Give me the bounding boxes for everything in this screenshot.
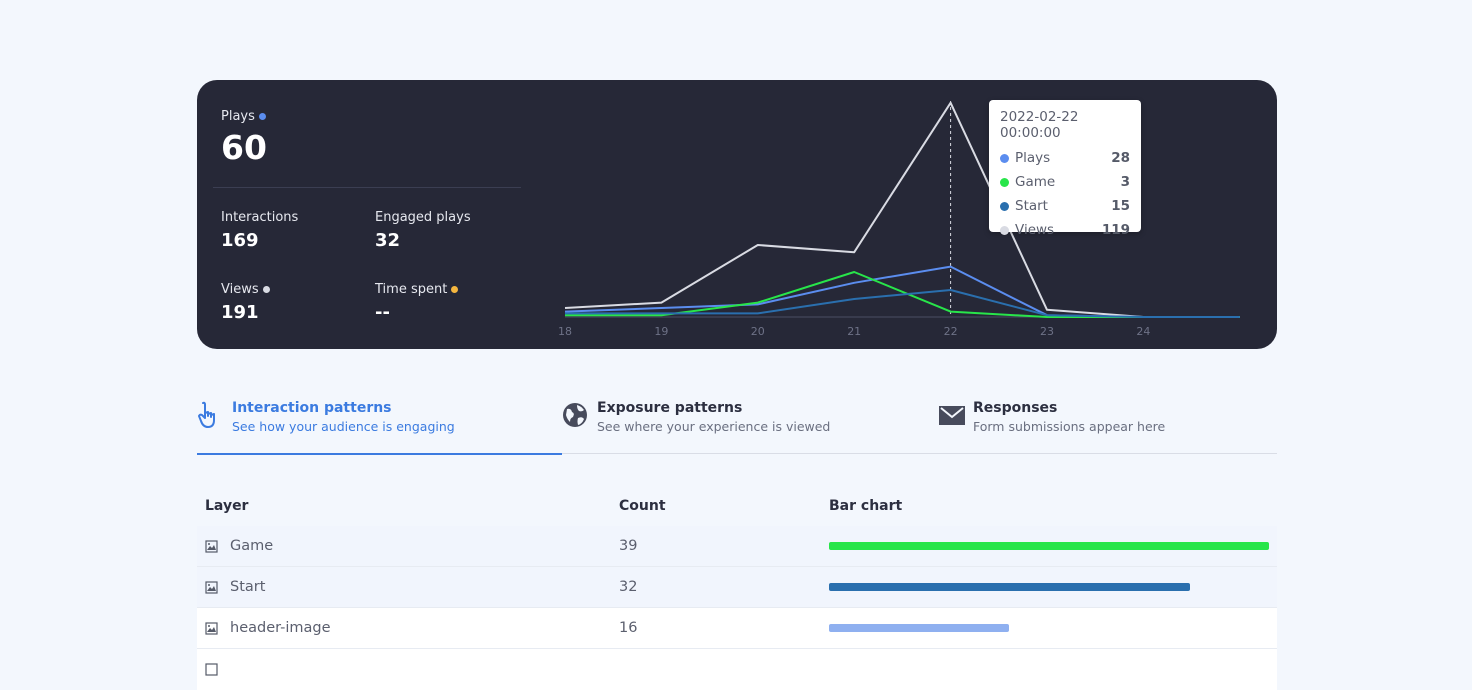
tab-title: Responses: [973, 400, 1058, 416]
tab-interaction-patterns[interactable]: Interaction patterns See how your audien…: [197, 390, 562, 455]
globe-icon: [563, 403, 587, 427]
plays-label: Plays: [221, 109, 266, 124]
table-row[interactable]: Start 32: [197, 567, 1277, 608]
tab-exposure-patterns[interactable]: Exposure patterns See where your experie…: [562, 390, 938, 454]
views-legend-dot: [262, 286, 270, 293]
plays-value: 60: [221, 128, 267, 167]
chart-tooltip: 2022-02-22 00:00:00 Plays 28 Game 3 Star…: [989, 100, 1141, 238]
plays-dot-icon: [1000, 153, 1009, 163]
activity-line-chart[interactable]: 18 19 20 21 22 23 24: [197, 80, 1277, 349]
interactions-label: Interactions: [221, 210, 299, 225]
plays-legend-dot: [258, 113, 266, 120]
x-tick-label: 22: [944, 325, 958, 338]
summary-panel: Plays 60 Interactions 169 Engaged plays …: [197, 80, 527, 349]
table-row[interactable]: [197, 649, 1277, 690]
column-header-layer[interactable]: Layer: [205, 497, 249, 514]
table-header: Layer Count Bar chart: [197, 485, 1277, 526]
game-dot-icon: [1000, 177, 1009, 187]
image-icon: [205, 663, 218, 676]
x-tick-label: 23: [1040, 325, 1054, 338]
bar-fill-start: [829, 583, 1190, 591]
tab-subtitle: See how your audience is engaging: [232, 419, 455, 434]
views-dot-icon: [1000, 225, 1009, 235]
envelope-icon: [939, 406, 965, 425]
layer-count: 16: [619, 620, 638, 636]
layer-count: 32: [619, 579, 638, 595]
engaged-plays-value: 32: [375, 230, 401, 251]
tab-responses[interactable]: Responses Form submissions appear here: [938, 390, 1277, 454]
start-dot-icon: [1000, 201, 1009, 211]
table-row[interactable]: header-image 16: [197, 608, 1277, 649]
tooltip-row-plays: Plays 28: [1000, 146, 1130, 170]
layer-name: Game: [230, 538, 274, 554]
tooltip-row-start: Start 15: [1000, 194, 1130, 218]
stats-card: Plays 60 Interactions 169 Engaged plays …: [197, 80, 1277, 349]
hand-pointer-icon: [198, 401, 215, 428]
tab-title: Exposure patterns: [597, 400, 743, 416]
time-spent-label: Time spent: [375, 282, 459, 297]
layer-table: Layer Count Bar chart Game 39 Start 32: [197, 485, 1277, 690]
image-icon: [205, 539, 218, 553]
series-line-start: [565, 289, 1240, 318]
time-spent-legend-dot: [451, 286, 459, 293]
x-tick-label: 21: [847, 325, 861, 338]
column-header-count[interactable]: Count: [619, 497, 666, 514]
column-header-bar-chart: Bar chart: [829, 497, 903, 514]
table-row[interactable]: Game 39: [197, 526, 1277, 567]
layer-count: 39: [619, 538, 638, 554]
summary-divider: [213, 187, 521, 188]
tab-title: Interaction patterns: [232, 400, 392, 416]
engaged-plays-label: Engaged plays: [375, 210, 471, 225]
image-icon: [205, 580, 218, 594]
tab-subtitle: Form submissions appear here: [973, 419, 1166, 434]
interactions-value: 169: [221, 230, 259, 251]
x-tick-label: 19: [654, 325, 668, 338]
views-value: 191: [221, 302, 259, 323]
x-tick-label: 18: [558, 325, 572, 338]
tab-subtitle: See where your experience is viewed: [597, 419, 831, 434]
bar-fill-game: [829, 542, 1269, 550]
views-label: Views: [221, 282, 270, 297]
bar-track: [829, 542, 1277, 550]
bar-fill-header-image: [829, 624, 1009, 632]
bar-track: [829, 624, 1277, 632]
time-spent-value: --: [375, 302, 390, 323]
image-icon: [205, 621, 218, 635]
x-tick-label: 24: [1136, 325, 1150, 338]
active-tab-indicator: [197, 453, 562, 455]
tooltip-date: 2022-02-22 00:00:00: [1000, 109, 1079, 141]
tooltip-row-views: Views 119: [1000, 218, 1130, 242]
layer-name: Start: [230, 579, 266, 595]
analytics-tabs: Interaction patterns See how your audien…: [197, 390, 1277, 455]
layer-name: header-image: [230, 620, 331, 636]
bar-track: [829, 583, 1277, 591]
x-tick-label: 20: [751, 325, 765, 338]
tooltip-row-game: Game 3: [1000, 170, 1130, 194]
